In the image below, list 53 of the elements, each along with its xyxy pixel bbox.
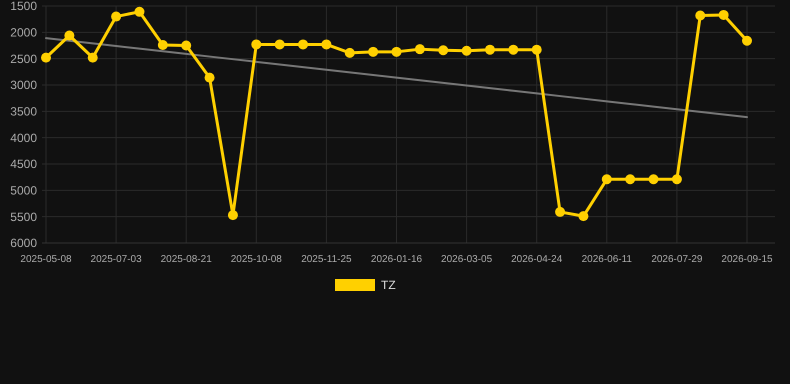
x-tick-label: 2026-07-29 xyxy=(651,254,703,265)
point xyxy=(648,174,659,184)
x-tick-label: 2025-10-08 xyxy=(230,254,282,265)
x-tick-label: 2025-11-25 xyxy=(301,254,352,265)
point xyxy=(484,44,495,55)
point xyxy=(742,36,752,46)
x-tick-label: 2026-09-15 xyxy=(721,254,774,265)
y-tick-label: 3000 xyxy=(10,78,38,92)
point xyxy=(321,39,332,50)
point xyxy=(111,12,122,22)
point xyxy=(718,10,729,20)
x-tick-label: 2025-08-21 xyxy=(160,254,212,265)
point xyxy=(88,52,98,63)
x-tick-label: 2026-06-11 xyxy=(582,254,632,265)
point xyxy=(158,40,168,50)
y-tick-label: 3500 xyxy=(10,104,38,119)
point xyxy=(602,174,612,184)
point xyxy=(344,48,355,58)
point xyxy=(41,52,51,63)
y-tick-label: 6000 xyxy=(10,236,38,250)
point xyxy=(274,39,285,50)
point xyxy=(392,46,402,57)
y-tick-label: 1500 xyxy=(10,0,38,14)
point xyxy=(228,210,238,220)
point xyxy=(134,6,144,17)
point xyxy=(555,206,566,217)
x-tick-label: 2026-01-16 xyxy=(370,254,423,265)
point xyxy=(438,45,448,56)
point xyxy=(532,44,542,55)
y-tick-label: 4000 xyxy=(10,130,38,145)
point xyxy=(672,174,682,184)
point xyxy=(625,174,636,184)
point xyxy=(578,211,588,222)
x-tick-label: 2025-05-08 xyxy=(20,254,72,265)
x-tick-label: 2026-03-05 xyxy=(441,254,493,265)
point xyxy=(251,39,262,50)
point xyxy=(204,72,215,83)
y-tick-label: 2000 xyxy=(10,26,38,40)
point xyxy=(462,46,472,56)
point xyxy=(695,10,706,20)
x-tick-label: 2025-07-03 xyxy=(90,254,142,265)
point xyxy=(414,44,425,54)
point xyxy=(298,39,308,50)
point xyxy=(508,44,518,55)
y-tick-label: 2500 xyxy=(10,52,38,66)
x-tick-label: 2026-04-24 xyxy=(511,254,563,265)
point xyxy=(368,46,378,57)
legend-label: TZ xyxy=(381,278,396,292)
y-tick-label: 5500 xyxy=(10,210,38,224)
y-tick-label: 4500 xyxy=(10,157,38,172)
point xyxy=(64,30,74,40)
y-tick-label: 5000 xyxy=(10,184,38,198)
point xyxy=(181,40,192,50)
